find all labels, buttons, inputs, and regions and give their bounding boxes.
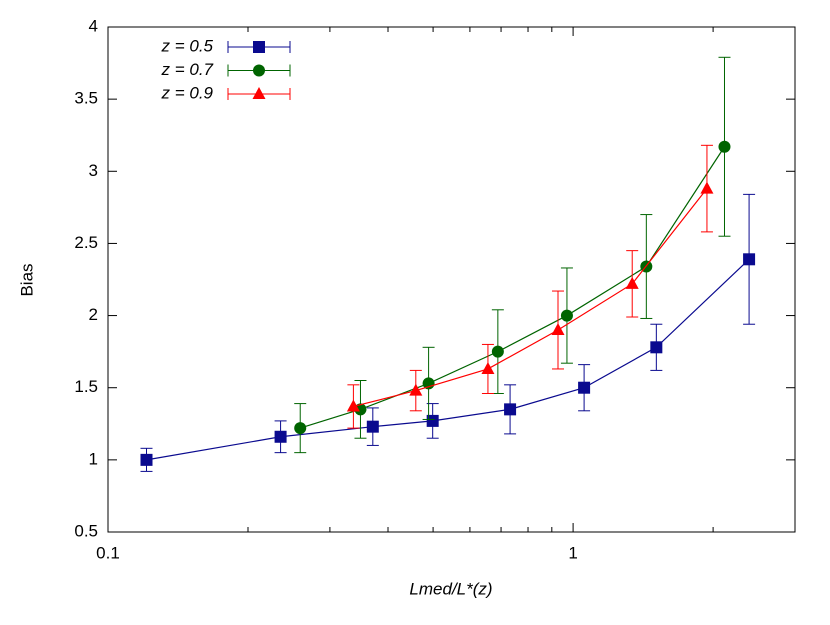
y-axis-label: Bias <box>17 263 36 296</box>
marker <box>625 276 639 289</box>
y-tick-label: 2 <box>89 305 98 324</box>
marker <box>253 64 265 77</box>
marker <box>481 361 495 374</box>
marker <box>274 430 287 443</box>
marker <box>140 453 153 466</box>
marker <box>294 422 307 435</box>
marker <box>253 41 265 53</box>
legend-label: z = 0.5 <box>160 36 213 55</box>
marker <box>366 420 379 433</box>
marker <box>718 140 731 153</box>
x-tick-label: 1 <box>568 543 577 562</box>
x-axis-label: Lmed/L*(z) <box>409 579 492 598</box>
plot-frame <box>107 26 796 533</box>
marker <box>491 345 504 358</box>
marker <box>700 181 714 194</box>
y-tick-label: 4 <box>89 16 98 35</box>
series-line <box>300 146 725 429</box>
marker <box>743 253 756 266</box>
y-tick-label: 3 <box>89 161 98 180</box>
marker <box>409 383 423 396</box>
marker <box>354 403 367 416</box>
series-line <box>146 258 750 461</box>
marker <box>650 341 663 354</box>
marker <box>346 399 360 412</box>
y-tick-label: 1.5 <box>74 377 98 396</box>
marker <box>560 309 573 322</box>
legend-label: z = 0.9 <box>160 83 213 102</box>
y-tick-label: 3.5 <box>74 89 98 108</box>
marker <box>551 323 565 335</box>
series-line <box>353 188 708 408</box>
marker <box>252 87 266 99</box>
legend-label: z = 0.7 <box>160 60 213 79</box>
marker <box>426 414 439 427</box>
x-tick-label: 0.1 <box>96 543 120 562</box>
y-tick-label: 1 <box>89 449 98 468</box>
marker <box>504 403 517 416</box>
y-tick-label: 2.5 <box>74 233 98 252</box>
y-tick-label: 0.5 <box>74 521 98 540</box>
marker <box>578 381 591 394</box>
